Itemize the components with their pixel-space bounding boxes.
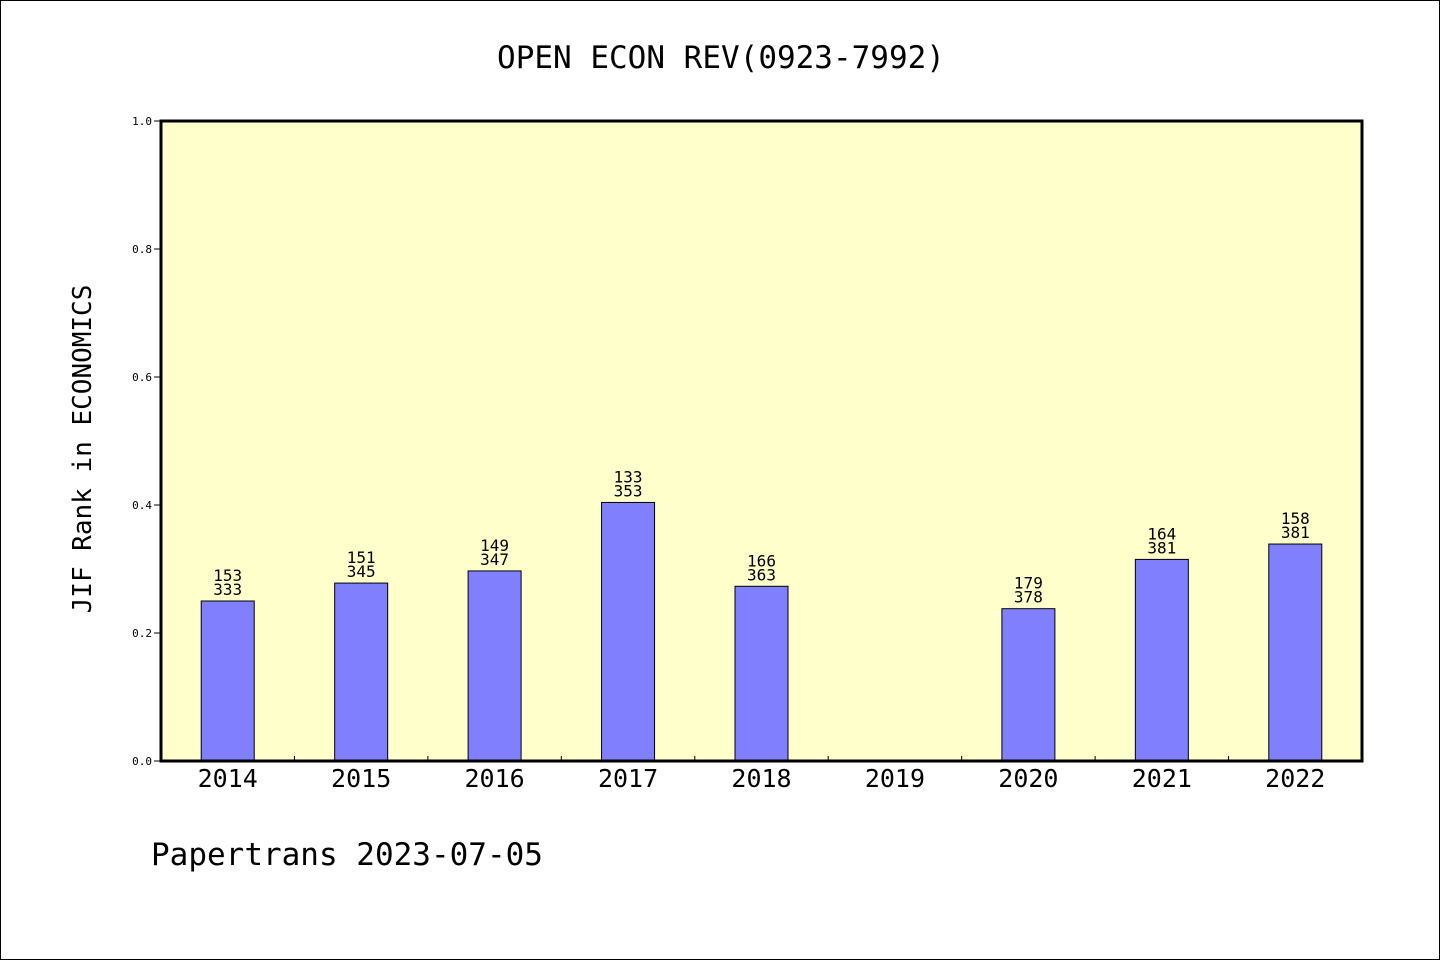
y-tick-label: 1.0 — [132, 115, 152, 128]
bar-rank-label: 133 — [614, 467, 643, 486]
bar-total-label: 381 — [1147, 538, 1176, 557]
y-tick-label: 0.6 — [132, 371, 152, 384]
bar-rank-label: 149 — [480, 536, 509, 555]
x-axis: 2014 2015 2016 2017 2018 2019 2020 2021 2022 — [198, 756, 1325, 793]
bar-total-label: 363 — [747, 565, 776, 584]
x-tick-label: 2018 — [731, 764, 791, 793]
y-axis: 0.0 0.2 0.4 0.6 0.8 1.0 — [132, 115, 161, 768]
bar-2016 — [467, 570, 522, 762]
y-tick-label: 0.4 — [132, 499, 152, 512]
bar-2014 — [200, 600, 255, 762]
footer-credit: Papertrans 2023-07-05 — [151, 837, 543, 873]
x-tick-label: 2014 — [198, 764, 258, 793]
bar-total-label: 347 — [480, 550, 509, 569]
x-tick-label: 2019 — [865, 764, 925, 793]
bar-total-label: 381 — [1281, 523, 1310, 542]
bars — [200, 501, 1323, 762]
bar-2021 — [1134, 558, 1189, 762]
bar-2022 — [1268, 543, 1323, 762]
bar-total-label: 353 — [614, 481, 643, 500]
bar-rank-label: 179 — [1014, 574, 1043, 593]
y-tick-label: 0.2 — [132, 627, 152, 640]
bar-rank-label: 151 — [347, 548, 376, 567]
bar-total-label: 333 — [213, 580, 242, 599]
bar-total-label: 345 — [347, 562, 376, 581]
x-tick-label: 2017 — [598, 764, 658, 793]
x-tick-label: 2015 — [331, 764, 391, 793]
y-tick-label: 0.8 — [132, 243, 152, 256]
x-tick-label: 2020 — [998, 764, 1058, 793]
bar-2018 — [734, 585, 789, 762]
bar-rank-label: 166 — [747, 551, 776, 570]
plot-border — [159, 119, 1364, 763]
bar-rank-label: 153 — [213, 566, 242, 585]
bar-2015 — [334, 582, 389, 762]
bar-total-label: 378 — [1014, 588, 1043, 607]
x-tick-label: 2016 — [465, 764, 525, 793]
y-tick-label: 0.0 — [132, 755, 152, 768]
x-tick-label: 2022 — [1265, 764, 1325, 793]
bar-rank-label: 164 — [1147, 524, 1176, 543]
chart-title: OPEN ECON REV(0923-7992) — [497, 40, 945, 76]
bar-rank-label: 158 — [1281, 509, 1310, 528]
bar-2017 — [601, 501, 656, 762]
bar-2020 — [1001, 608, 1056, 762]
y-axis-label: JIF Rank in ECONOMICS — [68, 285, 98, 614]
x-tick-label: 2021 — [1132, 764, 1192, 793]
